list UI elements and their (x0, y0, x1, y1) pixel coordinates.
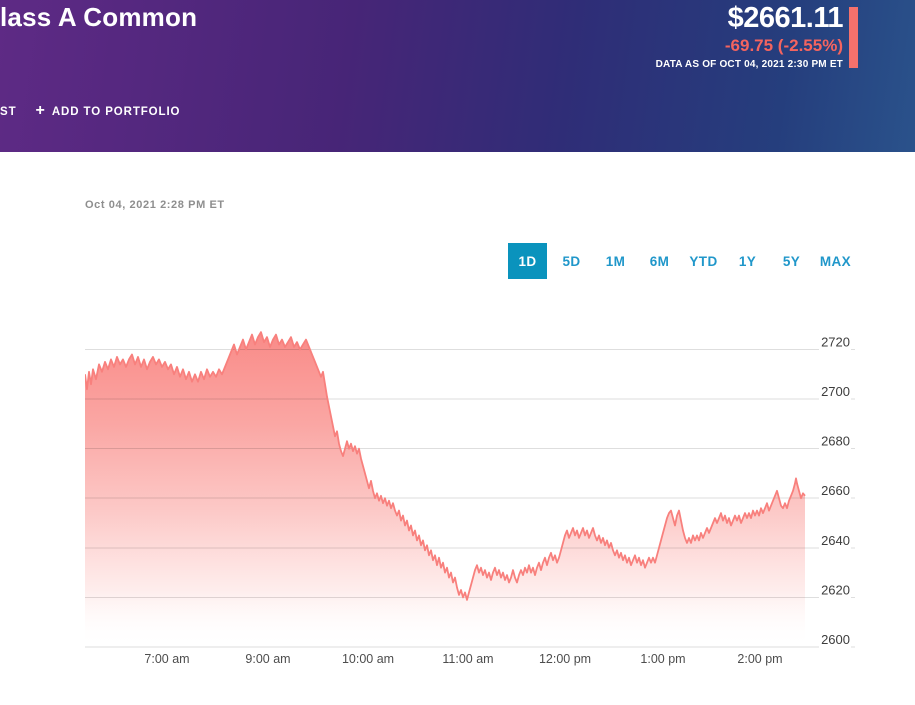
header-nav: ST + ADD TO PORTFOLIO (0, 102, 181, 120)
security-title: lass A Common (0, 2, 198, 32)
watchlist-link[interactable]: ST (0, 106, 17, 118)
plus-icon: + (35, 102, 45, 119)
x-tick-label: 10:00 am (342, 652, 394, 666)
x-tick-label: 9:00 am (245, 652, 290, 666)
x-tick-label: 7:00 am (144, 652, 189, 666)
data-as-of-label: DATA AS OF OCT 04, 2021 2:30 PM ET (655, 59, 843, 70)
x-tick-label: 11:00 am (442, 652, 493, 666)
range-tab-5d[interactable]: 5D (562, 253, 581, 269)
x-axis-labels: 7:00 am 9:00 am 10:00 am 11:00 am 12:00 pm 1:… (144, 652, 782, 666)
range-tab-1y[interactable]: 1Y (738, 253, 757, 269)
quote-header: lass A Common $2661.11 -69.75 (-2.55%) D… (0, 0, 915, 152)
price-change: -69.75 (-2.55%) (724, 36, 843, 55)
y-tick-label: 2660 (821, 483, 850, 498)
chart-timestamp: Oct 04, 2021 2:28 PM ET (85, 199, 225, 211)
add-to-portfolio-button[interactable]: + ADD TO PORTFOLIO (35, 102, 181, 120)
y-tick-label: 2620 (821, 582, 850, 597)
x-tick-label: 2:00 pm (737, 652, 782, 666)
range-tabs: 1D 5D 1M 6M YTD 1Y 5Y MAX (508, 243, 855, 279)
range-tab-1m[interactable]: 1M (605, 253, 626, 269)
y-tick-label: 2720 (821, 335, 850, 350)
y-tick-label: 2680 (821, 434, 850, 449)
price-block: $2661.11 -69.75 (-2.55%) DATA AS OF OCT … (655, 2, 844, 70)
range-tab-max[interactable]: MAX (819, 253, 852, 269)
gridlines (85, 349, 855, 648)
y-tick-label: 2600 (821, 632, 850, 647)
range-tab-1d[interactable]: 1D (508, 243, 547, 279)
y-tick-label: 2640 (821, 533, 850, 548)
last-price: $2661.11 (727, 2, 844, 34)
x-tick-label: 1:00 pm (640, 652, 685, 666)
price-area-fill (85, 332, 805, 647)
range-tab-6m[interactable]: 6M (649, 253, 670, 269)
x-tick-label: 12:00 pm (539, 652, 591, 666)
change-indicator-bar (849, 7, 858, 68)
price-line (85, 331, 806, 601)
range-tab-5y[interactable]: 5Y (782, 253, 801, 269)
y-tick-label: 2700 (821, 384, 850, 399)
price-chart[interactable]: 2720 2700 2680 2660 2640 2620 2600 7:00 am 9:00 … (85, 310, 855, 675)
add-to-portfolio-label: ADD TO PORTFOLIO (51, 106, 181, 118)
y-axis-labels: 2720 2700 2680 2660 2640 2620 2600 (821, 335, 850, 648)
range-tab-ytd[interactable]: YTD (689, 253, 718, 269)
